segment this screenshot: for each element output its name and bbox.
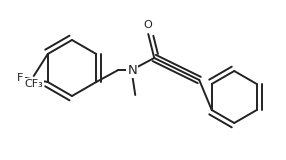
Text: CF₃: CF₃ — [24, 79, 43, 89]
Text: F: F — [16, 73, 23, 83]
Text: O: O — [144, 20, 153, 30]
Text: N: N — [127, 64, 137, 76]
